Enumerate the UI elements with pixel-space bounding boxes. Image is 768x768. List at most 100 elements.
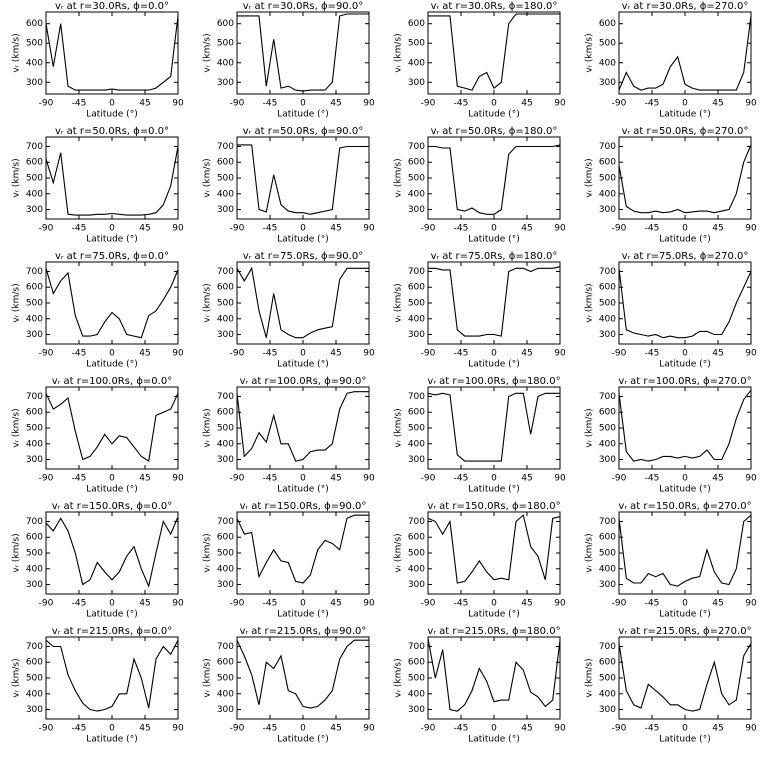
data-line (618, 389, 752, 462)
chart-title: vᵣ at r=215.0Rs, ϕ=180.0° (427, 626, 560, 637)
y-tick-label: 600 (599, 533, 616, 543)
y-tick-label: 300 (26, 580, 43, 590)
plot-frame (427, 261, 561, 345)
y-axis-label: vᵣ (km/s) (12, 283, 22, 322)
x-axis-label: Latitude (°) (277, 110, 328, 120)
x-tick-label: 90 (172, 724, 184, 734)
x-axis-label: Latitude (°) (86, 360, 137, 370)
plot-frame (427, 636, 561, 720)
y-tick-label: 500 (408, 39, 425, 49)
x-tick-label: 0 (682, 474, 688, 484)
x-tick-label: 90 (363, 474, 375, 484)
y-tick-label: 600 (408, 533, 425, 543)
y-tick-label: 500 (26, 39, 43, 49)
data-line (236, 514, 369, 584)
y-tick-label: 500 (26, 674, 43, 684)
plot-frame (45, 261, 179, 345)
y-axis-label: vᵣ (km/s) (203, 408, 213, 447)
x-tick-label: 0 (109, 599, 115, 609)
x-tick-label: -90 (39, 599, 54, 609)
x-tick-label: 0 (491, 724, 497, 734)
y-tick-label: 700 (217, 642, 234, 652)
x-tick-label: 90 (554, 599, 566, 609)
x-tick-label: -90 (39, 474, 54, 484)
y-tick-label: 500 (599, 674, 616, 684)
x-tick-label: 0 (300, 224, 306, 234)
x-tick-label: -90 (230, 349, 245, 359)
x-tick-label: -45 (454, 99, 469, 109)
y-tick-label: 400 (26, 314, 43, 324)
y-tick-label: 500 (408, 549, 425, 559)
y-tick-label: 600 (408, 408, 425, 418)
x-tick-label: 45 (139, 224, 150, 234)
x-tick-label: 0 (109, 724, 115, 734)
x-tick-label: 90 (363, 724, 375, 734)
x-tick-label: 0 (491, 474, 497, 484)
x-axis-label: Latitude (°) (659, 110, 710, 120)
y-tick-label: 400 (217, 189, 234, 199)
plot-frame (236, 11, 370, 95)
y-axis-label: vᵣ (km/s) (394, 533, 404, 572)
chart-title: vᵣ at r=50.0Rs, ϕ=180.0° (431, 126, 558, 137)
y-axis-label: vᵣ (km/s) (585, 408, 595, 447)
x-tick-label: 90 (172, 349, 184, 359)
plot-frame (618, 11, 752, 95)
x-tick-label: 0 (682, 724, 688, 734)
y-tick-label: 300 (26, 330, 43, 340)
y-tick-label: 600 (217, 533, 234, 543)
y-tick-label: 600 (26, 283, 43, 293)
y-tick-label: 300 (408, 330, 425, 340)
y-axis-label: vᵣ (km/s) (12, 33, 22, 72)
y-tick-label: 300 (217, 205, 234, 215)
chart-title: vᵣ at r=100.0Rs, ϕ=180.0° (427, 376, 560, 387)
x-axis-label: Latitude (°) (277, 235, 328, 245)
x-axis-label: Latitude (°) (659, 360, 710, 370)
x-tick-label: 0 (491, 99, 497, 109)
chart-title: vᵣ at r=50.0Rs, ϕ=90.0° (243, 126, 363, 137)
x-tick-label: 90 (172, 224, 184, 234)
x-tick-label: 0 (300, 349, 306, 359)
x-tick-label: -45 (72, 599, 87, 609)
y-tick-label: 600 (408, 283, 425, 293)
x-tick-label: -45 (645, 349, 660, 359)
y-tick-label: 700 (599, 517, 616, 527)
y-axis-label: vᵣ (km/s) (203, 283, 213, 322)
x-tick-label: -90 (421, 724, 436, 734)
x-tick-label: 45 (521, 724, 532, 734)
x-tick-label: 45 (139, 724, 150, 734)
y-tick-label: 400 (408, 439, 425, 449)
y-axis-label: vᵣ (km/s) (394, 283, 404, 322)
x-tick-label: 45 (139, 99, 150, 109)
chart-title: vᵣ at r=75.0Rs, ϕ=90.0° (243, 251, 363, 262)
y-axis-label: vᵣ (km/s) (12, 533, 22, 572)
y-tick-label: 400 (217, 314, 234, 324)
y-tick-label: 700 (408, 642, 425, 652)
y-axis-label: vᵣ (km/s) (12, 658, 22, 697)
y-axis-label: vᵣ (km/s) (203, 658, 213, 697)
chart-title: vᵣ at r=100.0Rs, ϕ=90.0° (240, 376, 367, 387)
x-tick-label: 0 (300, 474, 306, 484)
y-tick-label: 300 (217, 78, 234, 88)
x-tick-label: -45 (454, 349, 469, 359)
x-tick-label: 45 (712, 224, 723, 234)
plot-frame (236, 136, 370, 220)
y-tick-label: 300 (599, 455, 616, 465)
x-tick-label: -45 (645, 224, 660, 234)
chart-title: vᵣ at r=30.0Rs, ϕ=90.0° (243, 1, 363, 12)
chart-title: vᵣ at r=150.0Rs, ϕ=180.0° (427, 501, 560, 512)
x-tick-label: 90 (554, 99, 566, 109)
y-tick-label: 500 (217, 424, 234, 434)
x-tick-label: 0 (109, 474, 115, 484)
y-tick-label: 500 (217, 674, 234, 684)
x-tick-label: 90 (554, 724, 566, 734)
x-tick-label: 0 (300, 99, 306, 109)
x-tick-label: -45 (645, 99, 660, 109)
y-tick-label: 500 (217, 549, 234, 559)
y-tick-label: 400 (408, 564, 425, 574)
x-tick-label: -45 (72, 99, 87, 109)
y-tick-label: 300 (408, 705, 425, 715)
x-tick-label: -45 (263, 474, 278, 484)
y-tick-label: 300 (217, 705, 234, 715)
y-tick-label: 400 (408, 189, 425, 199)
x-tick-label: 0 (491, 224, 497, 234)
